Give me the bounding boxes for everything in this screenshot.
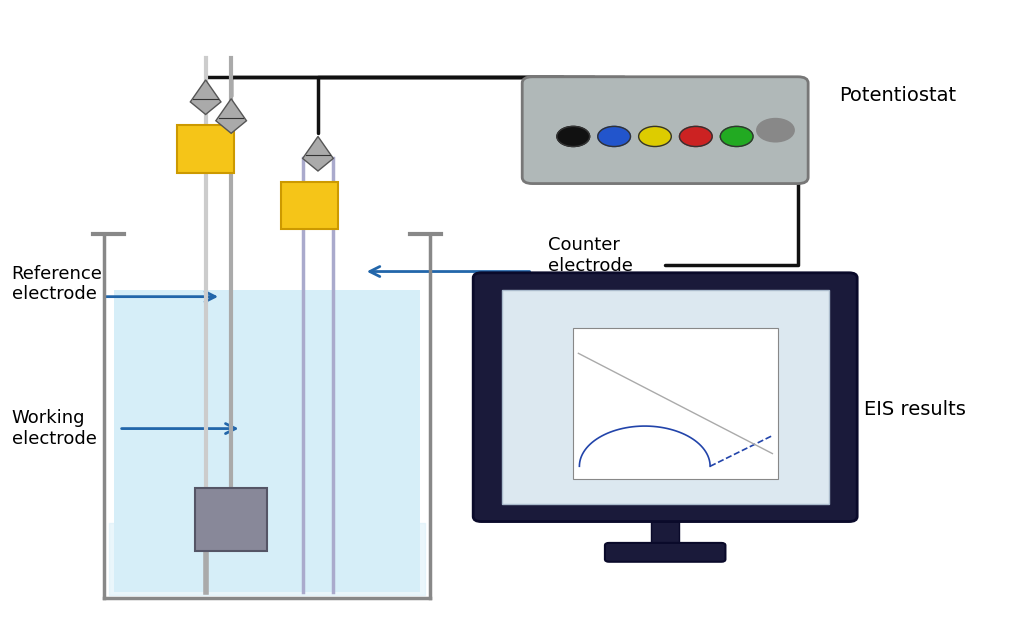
Polygon shape [303,136,333,171]
FancyBboxPatch shape [573,328,777,479]
Text: Potentiostat: Potentiostat [839,86,956,105]
FancyBboxPatch shape [114,290,420,592]
Circle shape [680,126,712,146]
FancyBboxPatch shape [502,290,828,504]
Text: Working
electrode: Working electrode [11,409,96,448]
Text: Counter
electrode: Counter electrode [548,237,633,275]
FancyBboxPatch shape [282,182,338,230]
Circle shape [757,119,794,141]
Polygon shape [190,80,221,114]
Text: EIS results: EIS results [864,400,967,419]
Circle shape [639,126,672,146]
FancyBboxPatch shape [522,77,808,184]
FancyBboxPatch shape [651,512,680,549]
Circle shape [598,126,631,146]
FancyBboxPatch shape [605,543,725,562]
FancyBboxPatch shape [473,273,857,522]
Circle shape [720,126,753,146]
Polygon shape [216,99,247,133]
FancyBboxPatch shape [177,125,234,173]
FancyBboxPatch shape [196,488,267,551]
Text: Reference
electrode: Reference electrode [11,264,102,304]
Circle shape [557,126,590,146]
